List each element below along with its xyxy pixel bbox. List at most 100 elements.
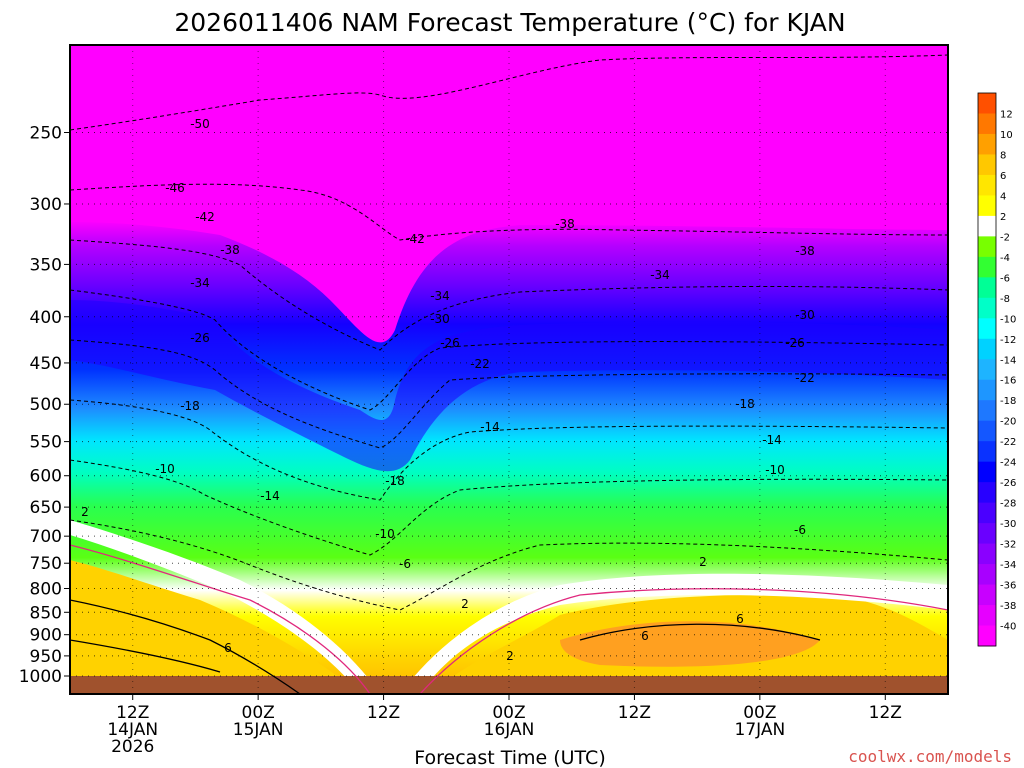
contour-label: 2 [699, 555, 707, 569]
y-tick-label: 900 [30, 626, 62, 646]
y-tick-label: 750 [30, 554, 62, 574]
y-tick-label: 400 [30, 308, 62, 328]
contour-label: -14 [480, 420, 500, 434]
y-tick-label: 700 [30, 527, 62, 547]
contour-label: -42 [405, 232, 425, 246]
colorbar-label: -28 [1000, 499, 1016, 510]
x-tick-label: 00Z [743, 703, 776, 723]
y-tick-label: 850 [30, 603, 62, 623]
contour-label: -14 [260, 489, 280, 503]
colorbar-swatch [978, 420, 996, 442]
contour-label: -34 [650, 268, 670, 282]
isotherm-dashed [70, 459, 948, 556]
colorbar-swatch [978, 605, 996, 627]
isotherm-dashed [70, 54, 948, 131]
colorbar-swatch [978, 482, 996, 504]
colorbar-label: 12 [1000, 109, 1013, 120]
colorbar-swatch [978, 256, 996, 278]
colorbar-swatch [978, 154, 996, 176]
isotherm-dashed [70, 339, 948, 449]
y-tick-label: 300 [30, 195, 62, 215]
colorbar-label: -36 [1000, 581, 1016, 592]
contour-label: -10 [155, 462, 175, 476]
contour-label: -18 [385, 474, 405, 488]
near-zero-band-right [400, 573, 948, 694]
isotherm-lines [70, 54, 948, 694]
colorbar-label: -26 [1000, 478, 1016, 489]
y-tick-label: 250 [30, 123, 62, 143]
y-tick-label: 550 [30, 433, 62, 453]
colorbar-swatch [978, 133, 996, 155]
colorbar-swatch [978, 543, 996, 565]
x-tick-label: 16JAN [484, 720, 535, 740]
y-tick-label: 450 [30, 354, 62, 374]
colorbar-swatch [978, 215, 996, 237]
isotherm-dashed [70, 183, 948, 241]
contour-label: 2 [461, 597, 469, 611]
isotherm-solid [579, 623, 821, 641]
y-tick-label: 350 [30, 255, 62, 275]
colorbar-swatch [978, 359, 996, 381]
contour-label: -50 [190, 117, 210, 131]
colorbar-label: -10 [1000, 314, 1016, 325]
colorbar: 12 10 8 6 4 2 -2 -4 -6 -8 -10 -12 -14 -16 -18 -20 -22 -24… [977, 92, 1016, 647]
colorbar-label: -34 [1000, 560, 1016, 571]
credit-text: coolwx.com/models [848, 747, 1012, 766]
y-axis: 250 300 350 400 450 500 550 600 650 700 750 800 850 9… [19, 123, 70, 687]
x-tick-label: 12Z [869, 703, 902, 723]
colorbar-label: -32 [1000, 540, 1016, 551]
colorbar-label: 4 [1000, 191, 1006, 202]
plot-area: -50-46-42-42-38-38-38-34-34-34-30 -30-26-… [70, 45, 948, 694]
contour-label: -22 [470, 357, 490, 371]
x-tick-label: 14JAN [107, 720, 158, 740]
colorbar-swatch [978, 318, 996, 340]
isotherm-dashed [70, 239, 948, 351]
x-tick-label: 12Z [618, 703, 651, 723]
isotherm-dashed [70, 289, 948, 411]
colorbar-swatch [978, 502, 996, 524]
colorbar-label: 2 [1000, 212, 1006, 223]
colorbar-label: 8 [1000, 150, 1006, 161]
contour-label: 6 [736, 612, 744, 626]
contour-label: -26 [440, 336, 460, 350]
colorbar-label: -22 [1000, 437, 1016, 448]
contour-label: -38 [555, 217, 575, 231]
contour-label: -30 [795, 308, 815, 322]
contour-label: -10 [375, 527, 395, 541]
grid-lines [70, 45, 948, 694]
isotherm-dashed [70, 399, 948, 501]
freezing-line [419, 588, 948, 694]
colorbar-swatch [978, 584, 996, 606]
x-tick-label: 12Z [116, 703, 149, 723]
x-axis-label: Forecast Time (UTC) [414, 747, 605, 768]
colorbar-swatch [978, 113, 996, 135]
contour-label: -18 [180, 399, 200, 413]
contour-label: -18 [735, 397, 755, 411]
x-tick-label: 15JAN [233, 720, 284, 740]
contour-label: -22 [795, 371, 815, 385]
colorbar-label: -20 [1000, 417, 1016, 428]
colorbar-swatch [978, 195, 996, 217]
colorbar-label: -8 [1000, 294, 1010, 305]
y-tick-label: 800 [30, 580, 62, 600]
contour-label: -10 [765, 463, 785, 477]
x-tick-label: 17JAN [735, 720, 786, 740]
colorbar-label: -30 [1000, 519, 1016, 530]
colorbar-label: -14 [1000, 355, 1016, 366]
colorbar-swatch [978, 297, 996, 319]
contour-label: -42 [195, 210, 215, 224]
contour-label: -38 [795, 244, 815, 258]
chart-title: 2026011406 NAM Forecast Temperature (°C)… [174, 8, 845, 37]
deep-blue-band [70, 300, 948, 472]
colorbar-label: -2 [1000, 232, 1010, 243]
colorbar-swatch [978, 523, 996, 545]
colorbar-label: -6 [1000, 273, 1010, 284]
y-tick-label: 650 [30, 498, 62, 518]
isotherm-solid [70, 599, 301, 694]
contour-label: 2 [506, 649, 514, 663]
colorbar-swatch [978, 277, 996, 299]
cold-air-region [70, 45, 948, 343]
isotherm-solid [70, 639, 221, 673]
y-tick-label: 500 [30, 395, 62, 415]
